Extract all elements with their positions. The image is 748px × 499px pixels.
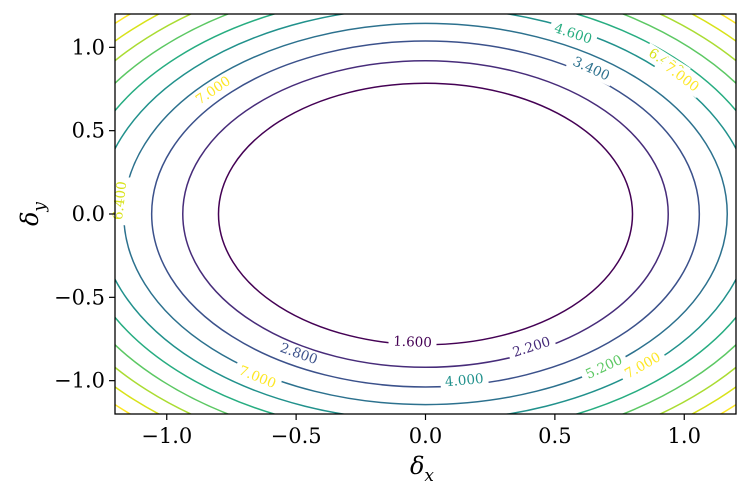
y-tick-label: 0.0 — [72, 202, 105, 226]
x-tick-label: 1.0 — [668, 424, 701, 448]
contour-label: 2.200 — [511, 334, 553, 361]
x-tick-label: 0.0 — [409, 424, 442, 448]
x-tick-label: 0.5 — [538, 424, 571, 448]
contour-label-group: 1.600 — [388, 333, 437, 352]
contour-level-2-8 — [150, 40, 701, 388]
y-tick-label: 0.5 — [72, 119, 105, 143]
contour-label: 1.600 — [393, 334, 432, 352]
contour-label-background — [578, 349, 630, 385]
contour-label-group: 7.000 — [232, 360, 283, 394]
contour-label-group: 4.600 — [547, 18, 599, 50]
y-axis-ticks: −1.0 −0.5 0.0 0.5 1.0 — [54, 35, 115, 393]
contour-label-group: 4.000 — [439, 370, 489, 391]
y-tick-label: 1.0 — [72, 35, 105, 59]
contour-label: 4.000 — [444, 371, 484, 391]
y-tick-label: −1.0 — [54, 369, 105, 393]
contour-label-background — [232, 360, 283, 394]
y-axis-label: δy — [16, 202, 50, 226]
contour-level-5-2 — [115, 14, 736, 414]
x-tick-label: −0.5 — [271, 424, 322, 448]
x-tick-label: −1.0 — [141, 424, 192, 448]
x-axis-label: δx — [410, 452, 434, 486]
contour-level-2-2 — [182, 59, 669, 369]
contour-label-group: 3.400 — [565, 51, 617, 87]
contour-label-group: 2.200 — [506, 332, 557, 363]
contour-label-background — [189, 70, 238, 111]
contour-label-background — [618, 346, 668, 385]
contour-label-background — [565, 51, 617, 87]
contour-label-background — [547, 18, 599, 50]
contour-label-group: 2.800 — [273, 338, 325, 370]
contour-label: 6.400 — [110, 181, 130, 221]
y-tick-label: −0.5 — [54, 285, 105, 309]
contour-level-1-6 — [217, 82, 634, 346]
contour-label-group: 6.400 — [109, 175, 131, 226]
contour-level-6-4 — [115, 14, 736, 414]
contour-label: 7.000 — [236, 363, 278, 392]
contour-label-background — [388, 333, 437, 352]
plot-frame — [114, 13, 737, 415]
contour-level-5-8 — [115, 14, 736, 414]
contour-label-background — [273, 338, 325, 370]
x-axis-ticks: −1.0 −0.5 0.0 0.5 1.0 — [141, 414, 701, 448]
contour-label-background — [439, 370, 489, 391]
contour-label-background — [657, 56, 706, 99]
contour-label: 7.000 — [622, 349, 664, 382]
contour-label-background — [506, 332, 557, 363]
contour-label: 3.400 — [570, 54, 612, 85]
contour-label: 5.200 — [583, 352, 625, 383]
